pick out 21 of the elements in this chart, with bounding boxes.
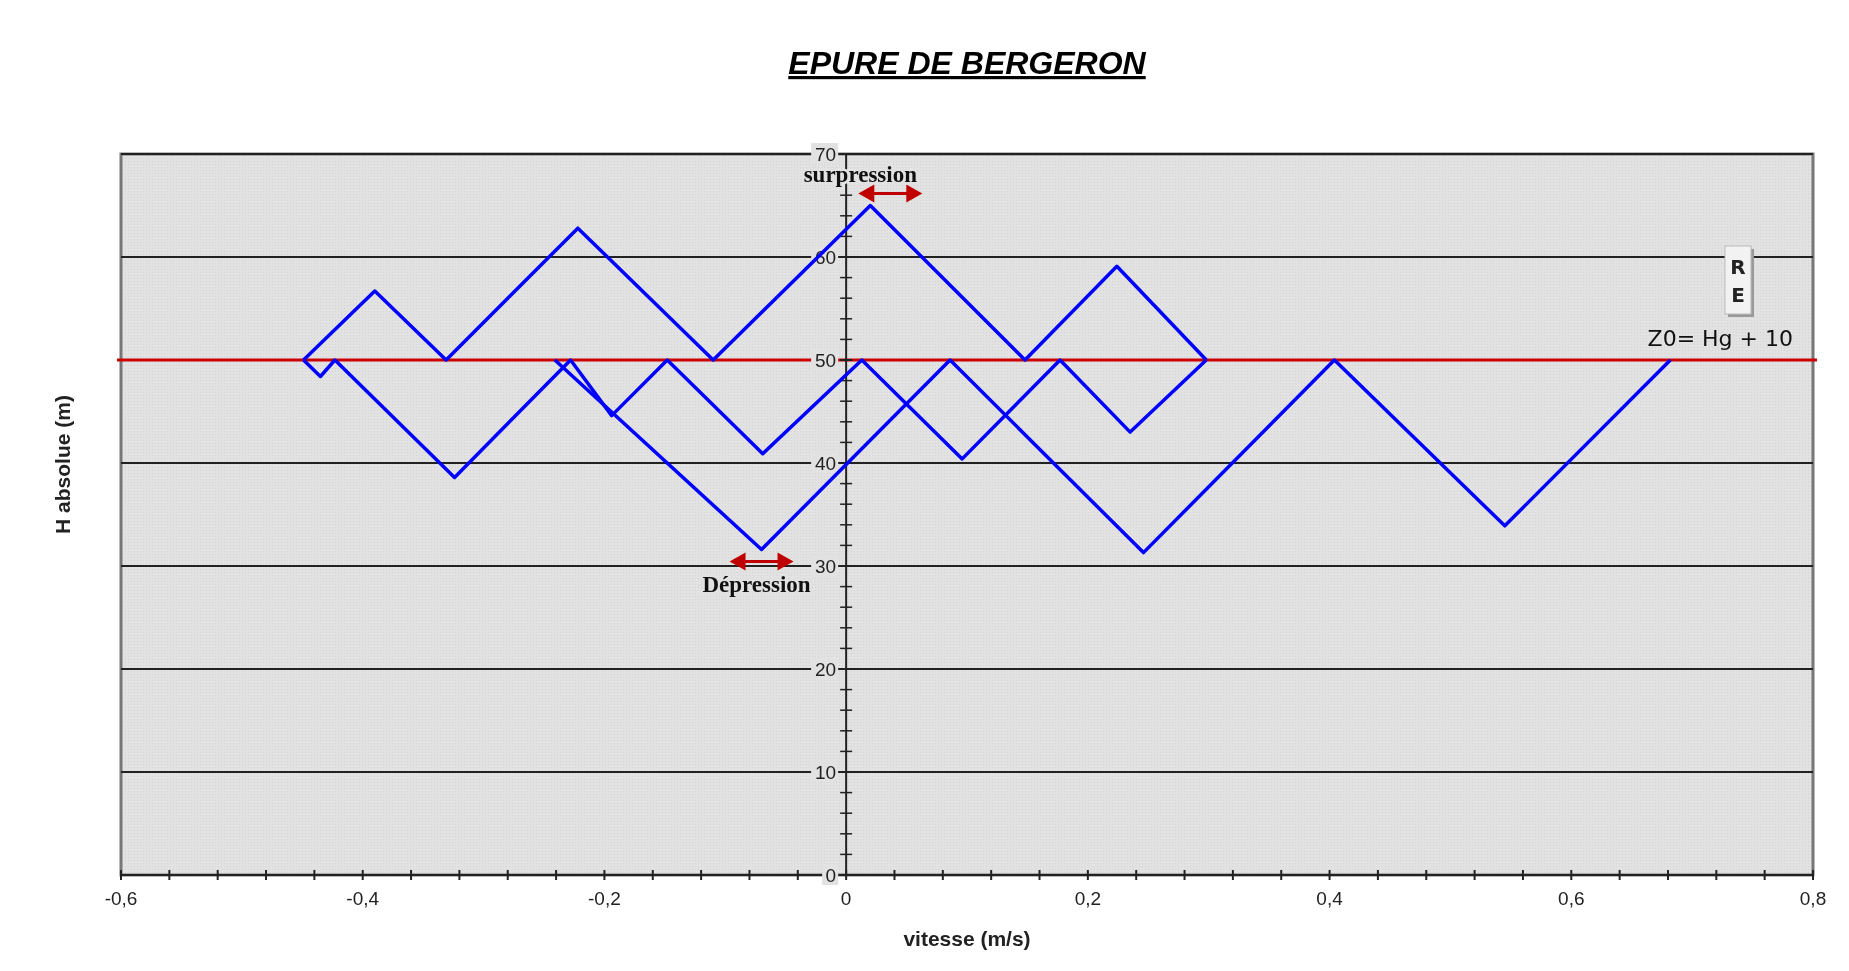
y-tick-label: 70 bbox=[815, 144, 837, 165]
x-axis-title: vitesse (m/s) bbox=[903, 927, 1031, 950]
y-tick-label: 40 bbox=[815, 453, 837, 474]
x-tick-label: 0 bbox=[840, 888, 852, 909]
x-tick-label: 0,2 bbox=[1074, 888, 1102, 909]
x-tick-label: 0,4 bbox=[1316, 888, 1344, 909]
x-tick-label: -0,2 bbox=[588, 888, 621, 909]
x-tick-label: 0,8 bbox=[1799, 888, 1827, 909]
x-tick-label: -0,4 bbox=[346, 888, 380, 909]
y-tick-label: 20 bbox=[815, 659, 837, 680]
y-tick-label: 50 bbox=[815, 350, 837, 371]
annotation: RE bbox=[1730, 255, 1746, 307]
x-tick-label: -0,6 bbox=[104, 888, 138, 909]
y-tick-label: 10 bbox=[815, 762, 837, 783]
y-tick-label: 0 bbox=[825, 865, 837, 886]
y-tick-label: 30 bbox=[815, 556, 837, 577]
chart-title: EPURE DE BERGERON bbox=[788, 45, 1147, 81]
annotation: Dépression bbox=[702, 571, 811, 597]
y-axis-title: H absolue (m) bbox=[51, 395, 74, 534]
ref-line-label: Z0= Hg + 10 bbox=[1647, 326, 1793, 351]
x-tick-label: 0,6 bbox=[1558, 888, 1585, 909]
